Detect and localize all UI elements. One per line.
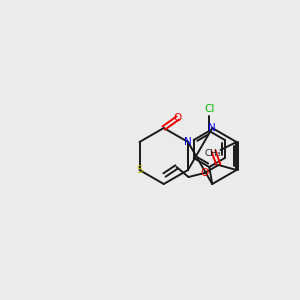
Text: O: O xyxy=(174,113,182,123)
Text: N: N xyxy=(208,123,216,133)
Text: O: O xyxy=(200,168,208,178)
Text: S: S xyxy=(136,165,143,175)
Text: Cl: Cl xyxy=(204,104,214,114)
Text: CH₃: CH₃ xyxy=(204,149,221,158)
Text: N: N xyxy=(184,137,192,147)
